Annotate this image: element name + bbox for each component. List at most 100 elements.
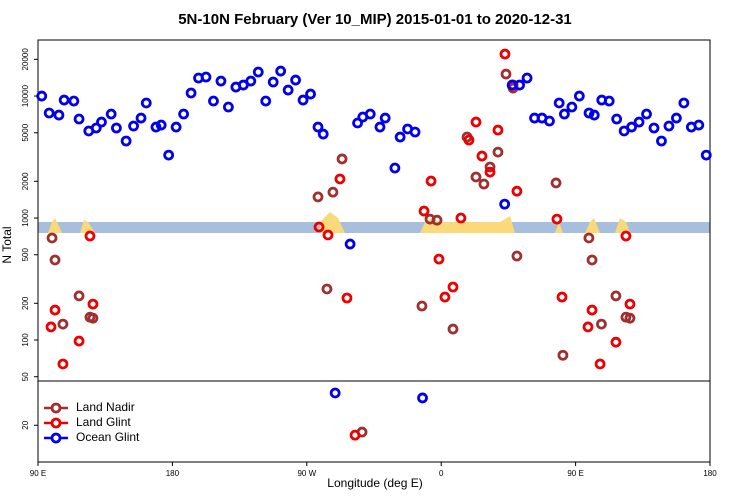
point — [394, 131, 406, 143]
x-tick-label: 90 E — [567, 469, 583, 478]
point — [447, 323, 459, 335]
point — [611, 113, 623, 125]
point — [336, 153, 348, 165]
point — [150, 121, 162, 133]
point — [620, 230, 632, 242]
point — [583, 232, 595, 244]
point — [463, 134, 475, 146]
point — [583, 107, 595, 119]
point — [135, 112, 147, 124]
point — [544, 115, 555, 127]
point — [478, 178, 490, 190]
point — [492, 124, 504, 136]
point — [656, 135, 667, 147]
point — [553, 97, 565, 109]
point — [128, 120, 139, 132]
point — [87, 312, 99, 324]
point — [297, 94, 309, 106]
point — [252, 66, 264, 78]
legend-label: Land Glint — [76, 415, 131, 429]
y-tick-label: 2000 — [21, 172, 30, 190]
point — [596, 318, 607, 330]
legend-label: Land Nadir — [76, 400, 135, 414]
legend-marker — [50, 432, 62, 444]
point — [484, 166, 496, 178]
point — [417, 392, 428, 404]
point — [352, 117, 363, 129]
y-tick-label: 100 — [21, 333, 30, 347]
surface-band — [38, 212, 710, 233]
point — [185, 87, 197, 99]
point — [374, 121, 386, 133]
legend-marker — [50, 402, 62, 414]
x-tick-label: 90 E — [30, 469, 46, 478]
x-axis-label: Longitude (deg E) — [327, 476, 422, 490]
point — [53, 109, 65, 121]
point — [566, 101, 578, 113]
point — [559, 108, 570, 120]
x-tick-label: 0 — [439, 469, 444, 478]
legend-marker — [50, 417, 62, 429]
point — [641, 108, 652, 120]
point — [379, 112, 391, 124]
point — [455, 212, 467, 224]
y-tick-label: 1000 — [21, 209, 30, 227]
point — [470, 116, 482, 128]
point — [633, 116, 645, 128]
point — [260, 95, 272, 107]
point — [267, 76, 279, 88]
point — [557, 349, 569, 361]
point — [439, 291, 451, 303]
point — [200, 71, 212, 83]
point — [648, 122, 660, 134]
x-tick-label: 180 — [703, 469, 717, 478]
point — [551, 213, 563, 225]
point — [90, 122, 102, 134]
point — [327, 186, 339, 198]
point — [282, 84, 294, 96]
point — [671, 112, 682, 124]
point — [610, 336, 622, 348]
point — [492, 146, 504, 158]
point — [514, 79, 525, 91]
point — [349, 429, 361, 441]
point — [208, 95, 219, 107]
point — [96, 116, 107, 128]
point — [73, 335, 85, 347]
point — [550, 177, 562, 189]
point — [693, 119, 705, 131]
point — [317, 128, 329, 140]
point — [556, 291, 568, 303]
point — [573, 90, 585, 102]
point — [245, 75, 257, 87]
point — [389, 162, 401, 174]
x-tick-label: 180 — [166, 469, 180, 478]
point — [416, 300, 428, 312]
point — [312, 191, 324, 203]
point — [313, 221, 325, 233]
point — [586, 304, 598, 316]
point — [305, 88, 316, 100]
point — [111, 122, 122, 134]
point — [215, 75, 227, 87]
point — [329, 387, 341, 399]
point — [511, 185, 523, 197]
point — [49, 254, 61, 266]
point — [663, 120, 675, 132]
point — [418, 205, 430, 217]
y-tick-label: 20 — [21, 420, 30, 429]
y-tick-label: 50 — [21, 372, 30, 381]
point — [500, 68, 512, 80]
y-tick-label: 5000 — [21, 123, 30, 141]
legend-label: Ocean Glint — [76, 430, 140, 444]
point — [155, 119, 167, 131]
point — [624, 298, 636, 310]
point — [511, 250, 523, 262]
plot-frame — [37, 39, 711, 463]
point — [594, 358, 606, 370]
point — [586, 254, 598, 266]
point — [700, 149, 712, 161]
point — [222, 101, 234, 113]
